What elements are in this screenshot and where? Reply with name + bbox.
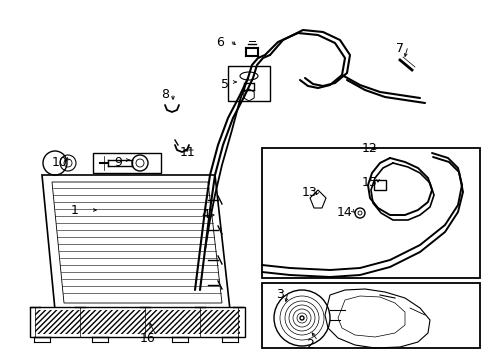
Text: 1: 1 <box>71 203 79 216</box>
Bar <box>227 66 269 101</box>
Text: 11: 11 <box>180 145 196 158</box>
Bar <box>35 310 240 334</box>
Text: 12: 12 <box>362 141 377 154</box>
Text: 3: 3 <box>276 288 284 302</box>
Bar <box>373 180 385 190</box>
Text: 10: 10 <box>52 156 68 168</box>
Text: 14: 14 <box>336 207 352 220</box>
Text: 13: 13 <box>302 186 317 199</box>
Text: 8: 8 <box>161 89 169 102</box>
Text: 15: 15 <box>361 176 377 189</box>
Bar <box>262 148 479 278</box>
Bar <box>93 153 161 173</box>
Bar <box>30 307 244 337</box>
Text: 9: 9 <box>114 156 122 168</box>
Bar <box>262 283 479 348</box>
Text: 16: 16 <box>140 332 156 345</box>
Text: 4: 4 <box>201 208 208 221</box>
Text: 2: 2 <box>305 338 313 351</box>
Text: 6: 6 <box>216 36 224 49</box>
Text: 7: 7 <box>395 41 403 54</box>
Text: 5: 5 <box>221 78 228 91</box>
